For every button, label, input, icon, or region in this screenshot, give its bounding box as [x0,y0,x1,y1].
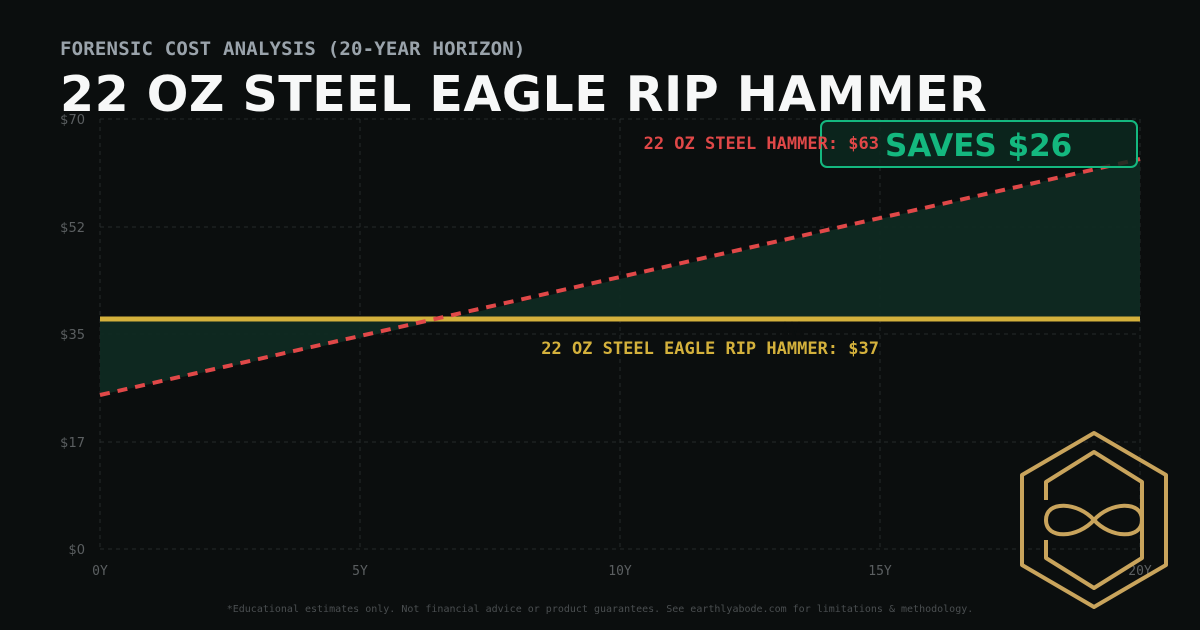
red-series-line [99,157,1141,397]
x-tick-10y: 10Y [608,564,632,579]
infinity-hexagon-logo-icon [1020,431,1168,609]
spike-marks [781,321,803,338]
chart-subtitle: FORENSIC COST ANALYSIS (20-YEAR HORIZON) [60,38,526,60]
chart-title: 22 OZ STEEL EAGLE RIP HAMMER [60,66,988,123]
yellow-series-label: 22 OZ STEEL EAGLE RIP HAMMER: $37 [541,339,879,359]
y-tick-17: $17 [60,436,85,451]
y-tick-35: $35 [60,328,85,343]
disclaimer-footer: *Educational estimates only. Not financi… [226,604,974,615]
savings-fill-left [100,319,446,395]
red-series-label: 22 OZ STEEL HAMMER: $63 [643,134,879,154]
y-tick-70: $70 [60,113,85,128]
savings-text: SAVES $26 [885,128,1073,164]
x-tick-15y: 15Y [868,564,892,579]
y-tick-52: $52 [60,221,85,236]
x-tick-5y: 5Y [352,564,368,579]
x-tick-0y: 0Y [92,564,108,579]
y-tick-0: $0 [68,543,85,558]
savings-badge: SAVES $26 [820,120,1138,168]
